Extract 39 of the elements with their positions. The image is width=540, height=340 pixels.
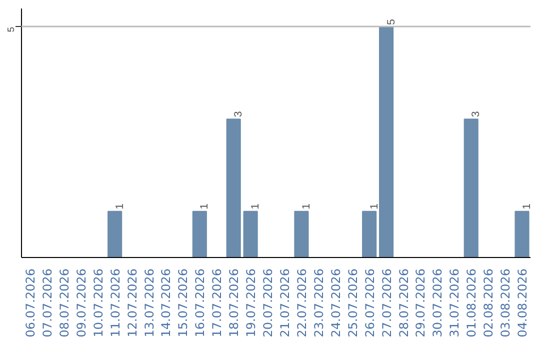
data-label: 1 bbox=[300, 203, 312, 210]
x-tick-label: 19.07.2026 bbox=[244, 268, 258, 338]
x-tick-label: 07.07.2026 bbox=[40, 268, 54, 338]
data-label: 5 bbox=[385, 18, 398, 25]
x-tick-label: 14.07.2026 bbox=[159, 268, 174, 338]
x-tick-label: 23.07.2026 bbox=[312, 268, 326, 338]
x-tick-label: 17.07.2026 bbox=[210, 268, 224, 338]
x-tick-label: 13.07.2026 bbox=[142, 268, 156, 338]
x-tick-label: 08.07.2026 bbox=[57, 268, 72, 338]
x-tick-label: 09.07.2026 bbox=[74, 268, 88, 338]
x-tick-label: 27.07.2026 bbox=[380, 268, 394, 338]
data-label: 3 bbox=[232, 111, 245, 118]
x-tick-label: 03.08.2026 bbox=[498, 268, 513, 338]
x-tick-label: 24.07.2026 bbox=[328, 268, 343, 338]
x-tick-label: 02.08.2026 bbox=[482, 268, 496, 338]
x-tick-label: 16.07.2026 bbox=[193, 268, 208, 338]
x-tick-label: 22.07.2026 bbox=[294, 268, 309, 338]
x-tick-label: 10.07.2026 bbox=[91, 268, 106, 338]
x-tick-label: 29.07.2026 bbox=[414, 268, 428, 338]
data-label: 1 bbox=[114, 203, 126, 210]
x-tick-label: 28.07.2026 bbox=[396, 268, 411, 338]
data-label: 3 bbox=[470, 111, 482, 118]
x-tick-label: 25.07.2026 bbox=[346, 268, 360, 338]
x-tick-label: 04.08.2026 bbox=[516, 268, 530, 338]
data-label: 1 bbox=[368, 203, 380, 210]
x-tick-label: 06.07.2026 bbox=[23, 268, 38, 338]
x-tick-label: 20.07.2026 bbox=[261, 268, 276, 338]
data-label: 1 bbox=[198, 203, 211, 210]
x-tick-label: 01.08.2026 bbox=[464, 268, 479, 338]
data-label: 1 bbox=[521, 203, 534, 210]
x-tick-label: 30.07.2026 bbox=[430, 268, 445, 338]
x-tick-label: 26.07.2026 bbox=[362, 268, 377, 338]
x-tick-label: 12.07.2026 bbox=[125, 268, 140, 338]
x-tick-label: 11.07.2026 bbox=[108, 268, 122, 338]
x-tick-label: 21.07.2026 bbox=[278, 268, 292, 338]
x-tick-label: 18.07.2026 bbox=[227, 268, 242, 338]
x-tick-label: 31.07.2026 bbox=[448, 268, 462, 338]
data-label: 1 bbox=[250, 203, 262, 210]
x-tick-label: 15.07.2026 bbox=[176, 268, 190, 338]
